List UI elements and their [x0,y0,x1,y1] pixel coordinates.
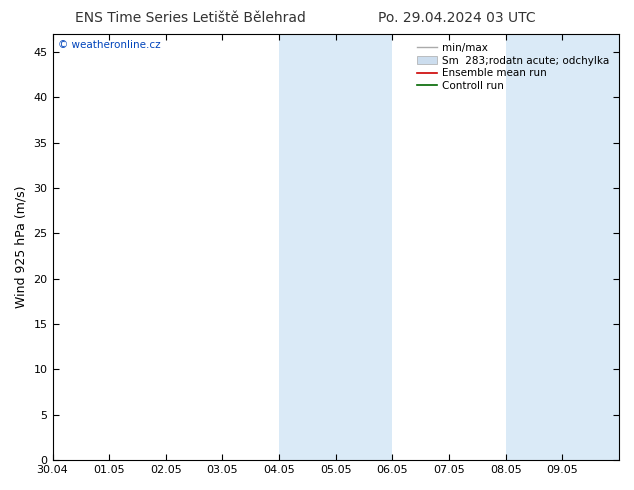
Text: ENS Time Series Letiště Bělehrad: ENS Time Series Letiště Bělehrad [75,11,306,25]
Y-axis label: Wind 925 hPa (m/s): Wind 925 hPa (m/s) [15,186,28,308]
Text: Po. 29.04.2024 03 UTC: Po. 29.04.2024 03 UTC [378,11,535,25]
Text: © weatheronline.cz: © weatheronline.cz [58,40,161,50]
Bar [279,34,392,460]
Bar [506,34,619,460]
Legend: min/max, Sm  283;rodatn acute; odchylka, Ensemble mean run, Controll run: min/max, Sm 283;rodatn acute; odchylka, … [415,41,611,93]
